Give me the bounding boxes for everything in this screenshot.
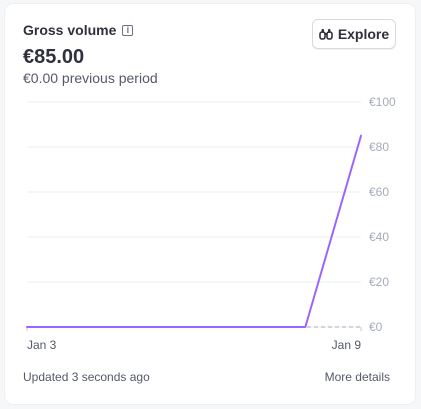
y-tick-label: €0 xyxy=(369,320,383,334)
card-title: Gross volume xyxy=(23,22,117,38)
info-icon[interactable]: i xyxy=(122,24,134,36)
gross-volume-chart: €100 €80 €60 €40 €20 €0 Jan 3 Jan 9 xyxy=(26,95,396,352)
updated-text: Updated 3 seconds ago xyxy=(23,370,150,384)
previous-period-text: €0.00 previous period xyxy=(23,70,158,86)
y-tick-label: €60 xyxy=(369,185,389,199)
x-tick-label: Jan 9 xyxy=(332,338,362,352)
x-tick-label: Jan 3 xyxy=(27,338,57,352)
y-tick-label: €100 xyxy=(369,95,396,109)
y-tick-label: €40 xyxy=(369,230,389,244)
gross-volume-amount: €85.00 xyxy=(23,46,85,68)
y-tick-label: €80 xyxy=(369,140,389,154)
y-tick-label: €20 xyxy=(369,275,389,289)
binoculars-icon xyxy=(319,28,333,40)
gross-volume-line xyxy=(26,134,362,328)
explore-label: Explore xyxy=(337,26,390,42)
explore-button[interactable]: Explore xyxy=(312,19,396,49)
gross-volume-card: Gross volume i €85.00 €0.00 previous per… xyxy=(5,4,415,404)
title-row: Gross volume i xyxy=(23,22,134,38)
more-details-link[interactable]: More details xyxy=(324,370,390,384)
